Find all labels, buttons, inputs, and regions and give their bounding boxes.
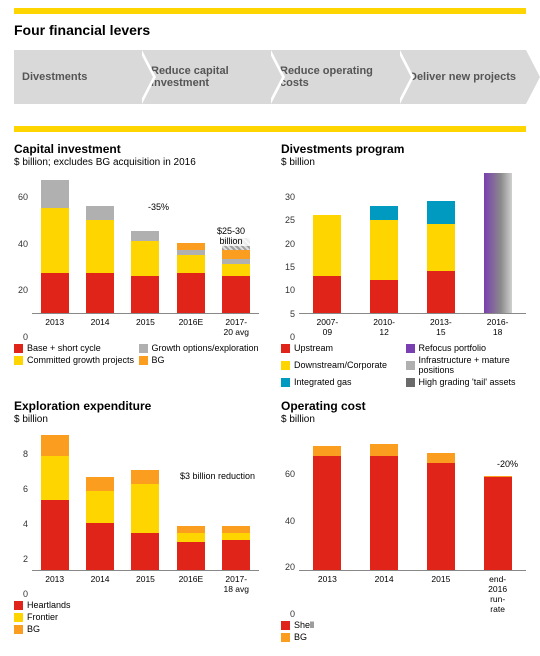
explore-plot: $3 billion reduction (32, 431, 259, 571)
capex-legend: Base + short cycleGrowth options/explora… (14, 343, 259, 365)
divest-panel: Divestments program $ billion 0510152025… (281, 142, 526, 387)
top-accent-bar (14, 8, 526, 14)
opcost-title: Operating cost (281, 399, 526, 413)
capex-xlabels: 2013201420152016E2017-20 avg (32, 317, 259, 337)
divest-legend: UpstreamRefocus portfolioDownstream/Corp… (281, 343, 526, 387)
divest-plot (299, 174, 526, 314)
levers-row: Divestments Reduce capital investment Re… (14, 50, 526, 104)
capex-annot-35: -35% (146, 202, 171, 212)
lever-reduce-opex: Reduce operating costs (268, 50, 397, 104)
lever-deliver-projects: Deliver new projects (397, 50, 526, 104)
opcost-subtitle: $ billion (281, 414, 526, 425)
capex-annot-range: $25-30 billion (205, 226, 257, 246)
explore-legend: HeartlandsFrontierBG (14, 600, 259, 634)
explore-panel: Exploration expenditure $ billion 02468 … (14, 399, 259, 642)
divest-subtitle: $ billion (281, 157, 526, 168)
explore-yticks: 02468 (14, 431, 30, 594)
capex-title: Capital investment (14, 142, 259, 156)
charts-grid: Capital investment $ billion; excludes B… (14, 142, 526, 642)
divest-xlabels: 2007-092010-122013-152016-18 (299, 317, 526, 337)
capex-panel: Capital investment $ billion; excludes B… (14, 142, 259, 387)
lever-reduce-capex: Reduce capital investment (139, 50, 268, 104)
page-title: Four financial levers (14, 22, 526, 38)
opcost-yticks: 0204060 (281, 431, 297, 614)
opcost-panel: Operating cost $ billion 0204060 -20% 20… (281, 399, 526, 642)
capex-yticks: 0204060 (14, 174, 30, 337)
opcost-xlabels: 201320142015end-2016 run-rate (299, 574, 526, 614)
section-separator (14, 126, 526, 132)
explore-annot: $3 billion reduction (178, 471, 257, 481)
capex-subtitle: $ billion; excludes BG acquisition in 20… (14, 157, 259, 168)
explore-subtitle: $ billion (14, 414, 259, 425)
explore-xlabels: 2013201420152016E2017-18 avg (32, 574, 259, 594)
divest-yticks: 051015202530 (281, 174, 297, 337)
opcost-annot: -20% (495, 459, 520, 469)
divest-title: Divestments program (281, 142, 526, 156)
opcost-legend: ShellBG (281, 620, 526, 642)
opcost-plot: -20% (299, 431, 526, 571)
lever-divestments: Divestments (14, 50, 139, 104)
capex-plot: -35% $25-30 billion (32, 174, 259, 314)
explore-title: Exploration expenditure (14, 399, 259, 413)
